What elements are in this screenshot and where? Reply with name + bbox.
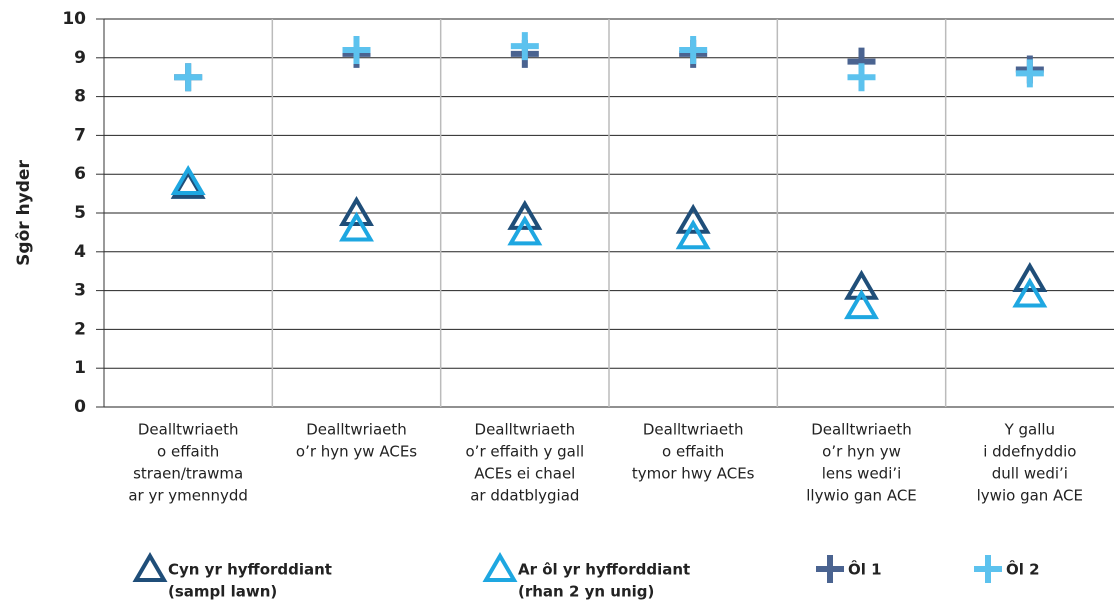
x-tick-label: o’r hyn yw [822,443,901,461]
x-tick-label: o effaith [662,443,724,461]
legend-label: Ar ôl yr hyfforddiant [518,561,690,579]
plus-marker [679,36,708,65]
x-tick-label: Y gallu [1004,421,1056,439]
triangle-marker [132,552,168,582]
triangle-marker [675,219,711,250]
y-tick-label: 5 [74,203,86,223]
plus-marker [342,36,371,65]
triangle-marker [675,203,711,234]
y-tick-label: 8 [74,87,86,107]
x-tick-label: o’r hyn yw ACEs [296,443,417,461]
y-tick-label: 2 [74,319,86,339]
y-axis-label: Sgôr hyder [14,160,34,266]
x-tick-label: lywio gan ACE [977,487,1083,505]
x-tick-label: Dealltwriaeth [306,421,407,439]
legend-label: Ôl 2 [1006,560,1040,579]
y-tick-label: 7 [74,125,86,145]
triangle-marker [482,552,518,582]
triangle-marker [507,199,543,230]
plus-marker [847,63,876,92]
x-tick-label: Dealltwriaeth [475,421,576,439]
x-tick-label: llywio gan ACE [806,487,917,505]
y-tick-label: 9 [74,48,86,68]
x-tick-label: lens wedi’i [822,465,902,483]
x-tick-label: o’r effaith y gall [466,443,585,461]
plus-marker [816,555,844,583]
y-tick-label: 6 [74,164,86,184]
triangle-marker [339,196,374,226]
plus-marker [974,555,1002,583]
legend-label: Ôl 1 [848,560,882,579]
x-tick-label: i ddefnyddio [983,443,1076,461]
x-tick-label: ACEs ei chael [474,465,575,483]
x-tick-label: o effaith [157,443,219,461]
legend-label: (rhan 2 yn unig) [518,583,654,601]
plus-marker [1015,59,1044,88]
triangle-marker [170,164,206,195]
triangle-marker [844,269,879,300]
y-tick-label: 1 [74,358,86,378]
y-tick-label: 4 [74,242,86,262]
x-tick-label: straen/trawma [133,465,243,483]
triangle-marker [507,215,543,246]
x-tick-label: Dealltwriaeth [138,421,239,439]
y-tick-label: 10 [62,9,86,29]
triangle-marker [844,289,879,320]
x-tick-label: ar yr ymennydd [128,487,248,505]
legend-label: Cyn yr hyfforddiant [168,561,332,579]
triangle-marker [339,211,374,242]
x-tick-label: ar ddatblygiad [470,487,579,505]
x-tick-label: tymor hwy ACEs [632,465,755,483]
x-tick-label: dull wedi’i [992,465,1068,483]
y-tick-label: 3 [74,281,86,301]
triangle-marker [1012,277,1048,308]
plus-marker [510,32,539,61]
legend-label: (sampl lawn) [168,583,277,601]
x-tick-label: Dealltwriaeth [811,421,912,439]
triangle-marker [1012,261,1048,292]
y-tick-label: 0 [74,397,86,417]
x-tick-label: Dealltwriaeth [643,421,744,439]
plus-marker [174,63,203,92]
